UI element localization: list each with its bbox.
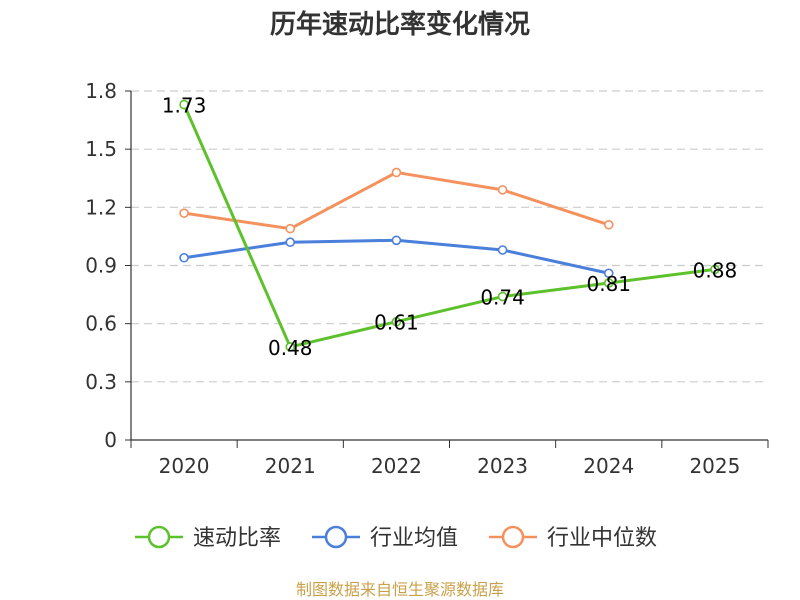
y-tick-label: 1.5 xyxy=(85,137,117,161)
legend-item: 行业均值 xyxy=(312,525,458,551)
data-point xyxy=(391,235,402,246)
legend-label: 行业均值 xyxy=(370,526,458,551)
y-tick-label: 0.3 xyxy=(85,370,117,394)
data-point xyxy=(497,291,508,302)
data-point xyxy=(285,237,296,248)
series-line xyxy=(183,170,610,231)
x-tick-label: 2021 xyxy=(265,454,316,478)
y-tick-label: 1.8 xyxy=(85,79,117,103)
data-point xyxy=(603,219,614,230)
data-point xyxy=(285,223,296,234)
data-point xyxy=(179,208,189,218)
data-point xyxy=(391,167,402,178)
legend-marker xyxy=(324,525,348,549)
y-tick-label: 0.6 xyxy=(85,312,117,336)
x-tick-label: 2024 xyxy=(583,454,634,478)
legend-item: 行业中位数 xyxy=(489,525,657,551)
data-point xyxy=(179,99,189,110)
series-1 xyxy=(179,235,614,279)
y-tick-label: 0 xyxy=(104,428,117,452)
data-label: 1.73 xyxy=(162,94,207,118)
legend: 速动比率 行业均值 行业中位数 xyxy=(135,525,657,551)
legend-label: 行业中位数 xyxy=(547,526,657,551)
x-tick-label: 2022 xyxy=(371,454,422,478)
data-label: 0.61 xyxy=(374,311,419,335)
x-tick-label: 2025 xyxy=(689,454,740,478)
grid-layer xyxy=(131,90,768,383)
legend-marker xyxy=(147,525,171,549)
axis-layer: 0 0.3 0.6 0.9 1.2 1.5 1.8 2020 2021 2022 2023 2024 2… xyxy=(85,79,769,478)
data-point xyxy=(285,342,296,352)
series-line xyxy=(182,103,716,349)
data-label: 0.88 xyxy=(693,258,738,282)
data-label: 0.48 xyxy=(268,336,313,360)
chart-title: 历年速动比率变化情况 xyxy=(270,9,530,40)
data-point xyxy=(391,316,402,327)
data-point xyxy=(710,264,720,275)
legend-item: 速动比率 xyxy=(135,525,281,551)
legend-label: 速动比率 xyxy=(193,526,281,551)
data-point xyxy=(603,278,614,288)
source-note: 制图数据来自恒生聚源数据库 xyxy=(296,580,504,599)
data-label-layer: 1.73 0.48 0.61 0.74 0.81 0.88 xyxy=(162,94,737,360)
series-layer xyxy=(179,99,720,352)
y-tick-label: 1.2 xyxy=(85,195,117,219)
data-point xyxy=(497,185,508,195)
series-line xyxy=(183,238,610,275)
x-tick-label: 2020 xyxy=(159,454,210,478)
data-point xyxy=(179,252,189,263)
data-point xyxy=(497,245,508,255)
x-tick-label: 2023 xyxy=(477,454,528,478)
series-2 xyxy=(179,167,614,234)
data-point xyxy=(603,268,614,279)
series-0 xyxy=(179,99,720,352)
data-label: 0.81 xyxy=(586,272,631,296)
data-label: 0.74 xyxy=(480,286,525,310)
legend-marker xyxy=(501,525,525,549)
y-tick-label: 0.9 xyxy=(85,254,117,278)
